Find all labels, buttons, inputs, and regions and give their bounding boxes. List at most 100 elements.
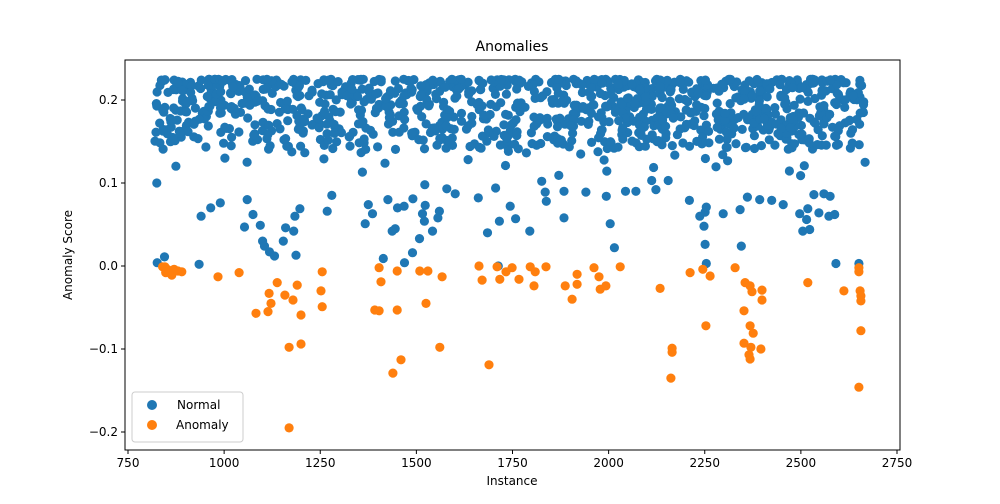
normal-point xyxy=(242,157,252,167)
normal-point xyxy=(442,184,452,194)
normal-point xyxy=(381,101,391,112)
normal-point xyxy=(501,89,511,99)
normal-point xyxy=(604,117,614,127)
anomaly-point xyxy=(316,286,326,296)
normal-point xyxy=(775,80,785,90)
normal-point xyxy=(329,128,339,138)
y-axis-ticks: −0.2 −0.1 0.0 0.1 0.2 xyxy=(89,93,125,439)
normal-point xyxy=(832,80,842,90)
normal-point xyxy=(322,206,332,216)
x-tick-label: 2250 xyxy=(689,456,720,470)
normal-point xyxy=(407,128,417,138)
normal-point xyxy=(252,74,262,84)
normal-point xyxy=(647,175,657,186)
normal-point xyxy=(324,75,334,85)
normal-point xyxy=(408,194,418,204)
anomaly-point xyxy=(739,306,749,316)
normal-point xyxy=(478,78,488,88)
normal-point xyxy=(160,75,170,85)
normal-point xyxy=(655,103,665,113)
normal-point xyxy=(219,138,229,148)
normal-point xyxy=(152,87,162,97)
x-tick-label: 2750 xyxy=(882,456,913,470)
normal-point xyxy=(701,91,712,101)
normal-point xyxy=(778,200,788,210)
normal-point xyxy=(587,137,597,147)
normal-point xyxy=(557,96,568,106)
normal-point xyxy=(602,166,612,176)
normal-point xyxy=(450,189,460,199)
normal-point xyxy=(303,109,313,119)
normal-point xyxy=(848,91,858,101)
normal-point xyxy=(499,120,509,130)
normal-point xyxy=(797,129,807,139)
normal-point xyxy=(739,109,749,119)
anomaly-point xyxy=(541,262,551,272)
normal-point xyxy=(749,131,760,141)
normal-point xyxy=(371,89,381,99)
normal-point xyxy=(747,91,757,101)
normal-point xyxy=(815,102,825,112)
anomaly-point xyxy=(567,294,577,304)
normal-point xyxy=(447,74,457,84)
y-tick-label: 0.0 xyxy=(99,259,118,273)
normal-point xyxy=(314,123,324,133)
normal-point xyxy=(190,103,200,113)
normal-point xyxy=(618,123,628,133)
normal-point xyxy=(830,131,840,141)
normal-point xyxy=(196,211,206,221)
normal-point xyxy=(789,100,799,110)
normal-point xyxy=(383,195,393,205)
anomaly-point xyxy=(266,298,276,308)
normal-point xyxy=(731,139,741,149)
normal-point xyxy=(512,130,522,141)
normal-point xyxy=(503,146,513,156)
normal-point xyxy=(345,131,355,141)
normal-point xyxy=(566,121,576,131)
anomaly-point xyxy=(392,266,402,276)
normal-point xyxy=(770,103,780,113)
normal-point xyxy=(483,125,493,135)
normal-point xyxy=(552,83,562,93)
normal-point xyxy=(581,187,591,197)
normal-point xyxy=(201,142,211,152)
normal-point xyxy=(474,142,484,152)
normal-point xyxy=(613,79,623,89)
normal-point xyxy=(559,213,569,223)
normal-point xyxy=(597,125,607,135)
normal-point xyxy=(307,120,317,130)
normal-point xyxy=(554,136,565,146)
normal-point xyxy=(435,133,445,144)
anomaly-point xyxy=(284,342,294,352)
normal-point xyxy=(319,154,329,164)
normal-point xyxy=(577,80,587,90)
anomaly-point xyxy=(685,268,695,278)
normal-point xyxy=(542,87,552,97)
normal-point xyxy=(704,138,714,148)
normal-point xyxy=(390,76,400,86)
normal-point xyxy=(795,94,805,104)
normal-point xyxy=(749,143,760,154)
normal-point xyxy=(249,130,259,140)
normal-point xyxy=(399,258,410,268)
normal-point xyxy=(220,122,230,132)
anomaly-point xyxy=(492,262,502,272)
normal-point xyxy=(175,128,185,138)
anomaly-point xyxy=(484,360,494,370)
normal-point xyxy=(490,89,500,99)
normal-point xyxy=(620,186,631,196)
normal-point xyxy=(291,250,301,260)
normal-point xyxy=(486,75,496,85)
normal-point xyxy=(205,101,215,111)
normal-point xyxy=(292,90,302,101)
normal-point xyxy=(542,132,553,142)
normal-point xyxy=(385,86,396,96)
normal-point xyxy=(281,223,291,233)
normal-point xyxy=(665,96,675,106)
normal-point xyxy=(577,87,588,98)
normal-point xyxy=(668,113,678,123)
anomaly-point xyxy=(529,281,539,291)
normal-point xyxy=(783,144,793,154)
normal-point xyxy=(554,170,564,180)
normal-point xyxy=(854,140,864,150)
